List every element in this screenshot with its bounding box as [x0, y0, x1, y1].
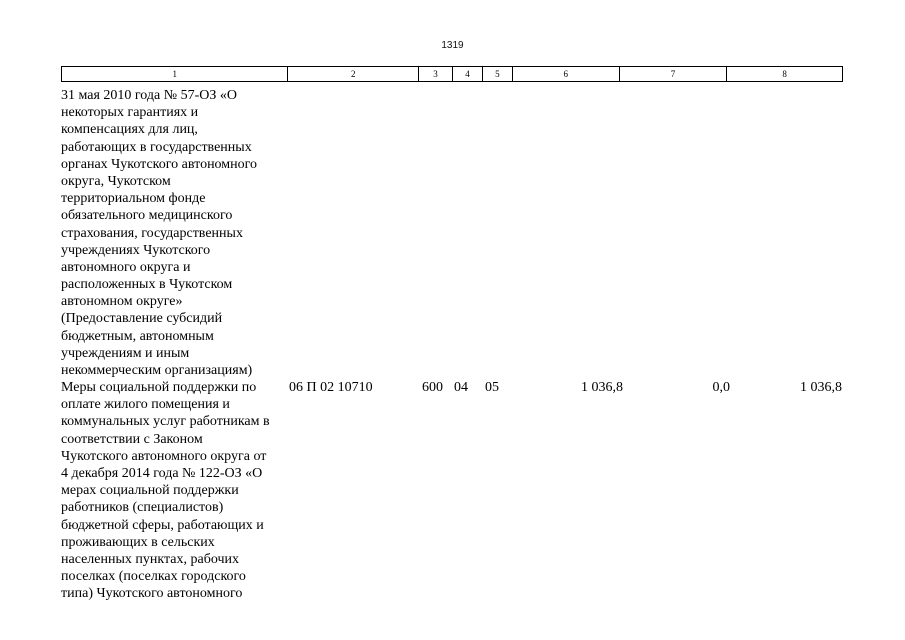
name-line: работников (специалистов) [61, 500, 224, 516]
name-line: бюджетной сферы, работающих и [61, 517, 264, 533]
column-number-header: 1 2 3 4 5 6 7 8 [61, 66, 843, 82]
row-measures-col8: 1 036,8 [800, 380, 842, 395]
column-number-5: 5 [483, 67, 513, 81]
name-line: округа, Чукотском [61, 173, 171, 189]
name-line: некоммерческим организациям) [61, 363, 253, 378]
row-measures-name: Меры социальной поддержки по оплате жило… [61, 379, 270, 602]
name-line: учреждениям и иным [61, 345, 190, 361]
column-number-6: 6 [513, 67, 620, 81]
row-measures-col4: 04 [454, 380, 468, 395]
row-measures-col3: 600 [422, 380, 443, 395]
name-line: (Предоставление субсидий [61, 311, 223, 327]
name-line: Меры социальной поддержки по [61, 380, 257, 395]
column-number-4: 4 [453, 67, 483, 81]
column-number-3: 3 [419, 67, 454, 81]
row-measures-code: 06 П 02 10710 [289, 380, 373, 395]
row-measures-col7: 0,0 [712, 380, 731, 395]
name-line: коммунальных услуг работникам в [61, 414, 270, 430]
name-line: типа) Чукотского автономного [61, 586, 243, 602]
name-line: проживающих в сельских [61, 534, 215, 550]
column-number-8: 8 [782, 69, 787, 79]
row-continued-name: 31 мая 2010 года № 57-ОЗ «О некоторых га… [61, 87, 257, 379]
name-line: населенных пунктах, рабочих [61, 551, 240, 567]
name-line: компенсациях для лиц, [61, 122, 198, 138]
name-line: органах Чукотского автономного [61, 156, 258, 172]
name-line: территориальном фонде [61, 191, 206, 207]
name-line: работающих в государственных [61, 139, 252, 155]
name-line: расположенных в Чукотском [61, 277, 233, 293]
name-line: оплате жилого помещения и [61, 397, 230, 413]
column-number-1: 1 [62, 67, 289, 81]
row-measures-col6: 1 036,8 [581, 380, 623, 395]
name-line: автономного округа и [61, 259, 191, 275]
name-line: автономном округе» [61, 294, 183, 310]
name-line: страхования, государственных [61, 225, 243, 241]
name-line: обязательного медицинского [61, 208, 233, 224]
name-line: мерах социальной поддержки [61, 483, 239, 499]
name-line: соответствии с Законом [61, 431, 203, 447]
name-line: учреждениях Чукотского [61, 242, 211, 258]
name-line: 4 декабря 2014 года № 122-ОЗ «О [61, 465, 263, 481]
column-number-2: 2 [288, 67, 420, 81]
column-number-7: 7 [620, 67, 728, 81]
name-line: бюджетным, автономным [61, 328, 214, 344]
name-line: Чукотского автономного округа от [61, 448, 267, 464]
page-number: 1319 [441, 40, 464, 51]
row-measures-col5: 05 [485, 380, 499, 395]
name-line: некоторых гарантиях и [61, 105, 199, 121]
name-line: 31 мая 2010 года № 57-ОЗ «О [61, 88, 237, 103]
name-line: поселках (поселках городского [61, 569, 246, 585]
